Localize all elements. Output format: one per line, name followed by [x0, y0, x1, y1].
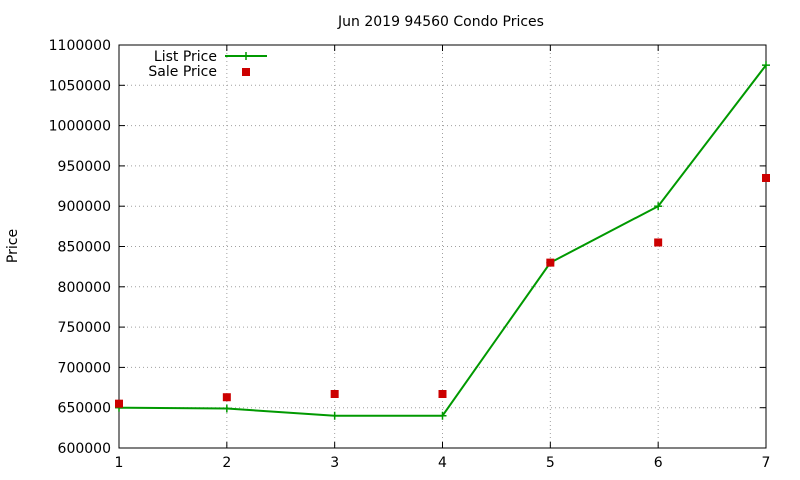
sale-price-point — [330, 389, 339, 398]
sale-price-point — [762, 173, 770, 182]
sale-price-point — [222, 393, 231, 402]
x-tick-label: 7 — [762, 455, 771, 471]
legend-label-sale-price: Sale Price — [148, 64, 217, 80]
chart-title: Jun 2019 94560 Condo Prices — [337, 14, 544, 30]
x-tick-label: 2 — [222, 455, 231, 471]
sale-price-point — [115, 399, 123, 408]
y-tick-label: 950000 — [58, 159, 111, 175]
x-tick-label: 5 — [546, 455, 555, 471]
y-tick-label: 700000 — [58, 360, 111, 376]
legend-sample-sale-price — [242, 68, 250, 76]
y-tick-label: 600000 — [58, 441, 111, 457]
sale-price-point — [438, 389, 447, 398]
y-tick-label: 1000000 — [49, 119, 111, 135]
y-tick-label: 750000 — [58, 320, 111, 336]
y-tick-label: 900000 — [58, 199, 111, 215]
list-price-point — [222, 404, 231, 413]
list-price-point — [654, 202, 663, 211]
sale-price-point — [654, 238, 663, 247]
series-layer — [115, 61, 770, 420]
y-tick-label: 850000 — [58, 240, 111, 256]
x-tick-label: 3 — [330, 455, 339, 471]
axis-ticks — [118, 44, 767, 449]
grid-lines — [119, 45, 766, 448]
x-tick-label: 4 — [438, 455, 447, 471]
list-price-point — [438, 411, 447, 420]
y-tick-label: 800000 — [58, 280, 111, 296]
y-tick-label: 1050000 — [49, 78, 111, 94]
list-price-point — [330, 411, 339, 420]
x-tick-label: 6 — [654, 455, 663, 471]
y-axis-label: Price — [5, 229, 21, 263]
legend-label-list-price: List Price — [154, 49, 217, 65]
y-tick-labels: 600000 650000 700000 750000 800000 850000 9000… — [49, 38, 111, 457]
list-price-point — [762, 61, 770, 70]
y-tick-label: 1100000 — [49, 38, 111, 54]
x-tick-labels: 1 2 3 4 5 6 7 — [115, 455, 771, 471]
sale-price-point — [546, 258, 555, 267]
x-tick-label: 1 — [115, 455, 124, 471]
legend: List Price Sale Price — [148, 49, 267, 80]
y-tick-label: 650000 — [58, 401, 111, 417]
